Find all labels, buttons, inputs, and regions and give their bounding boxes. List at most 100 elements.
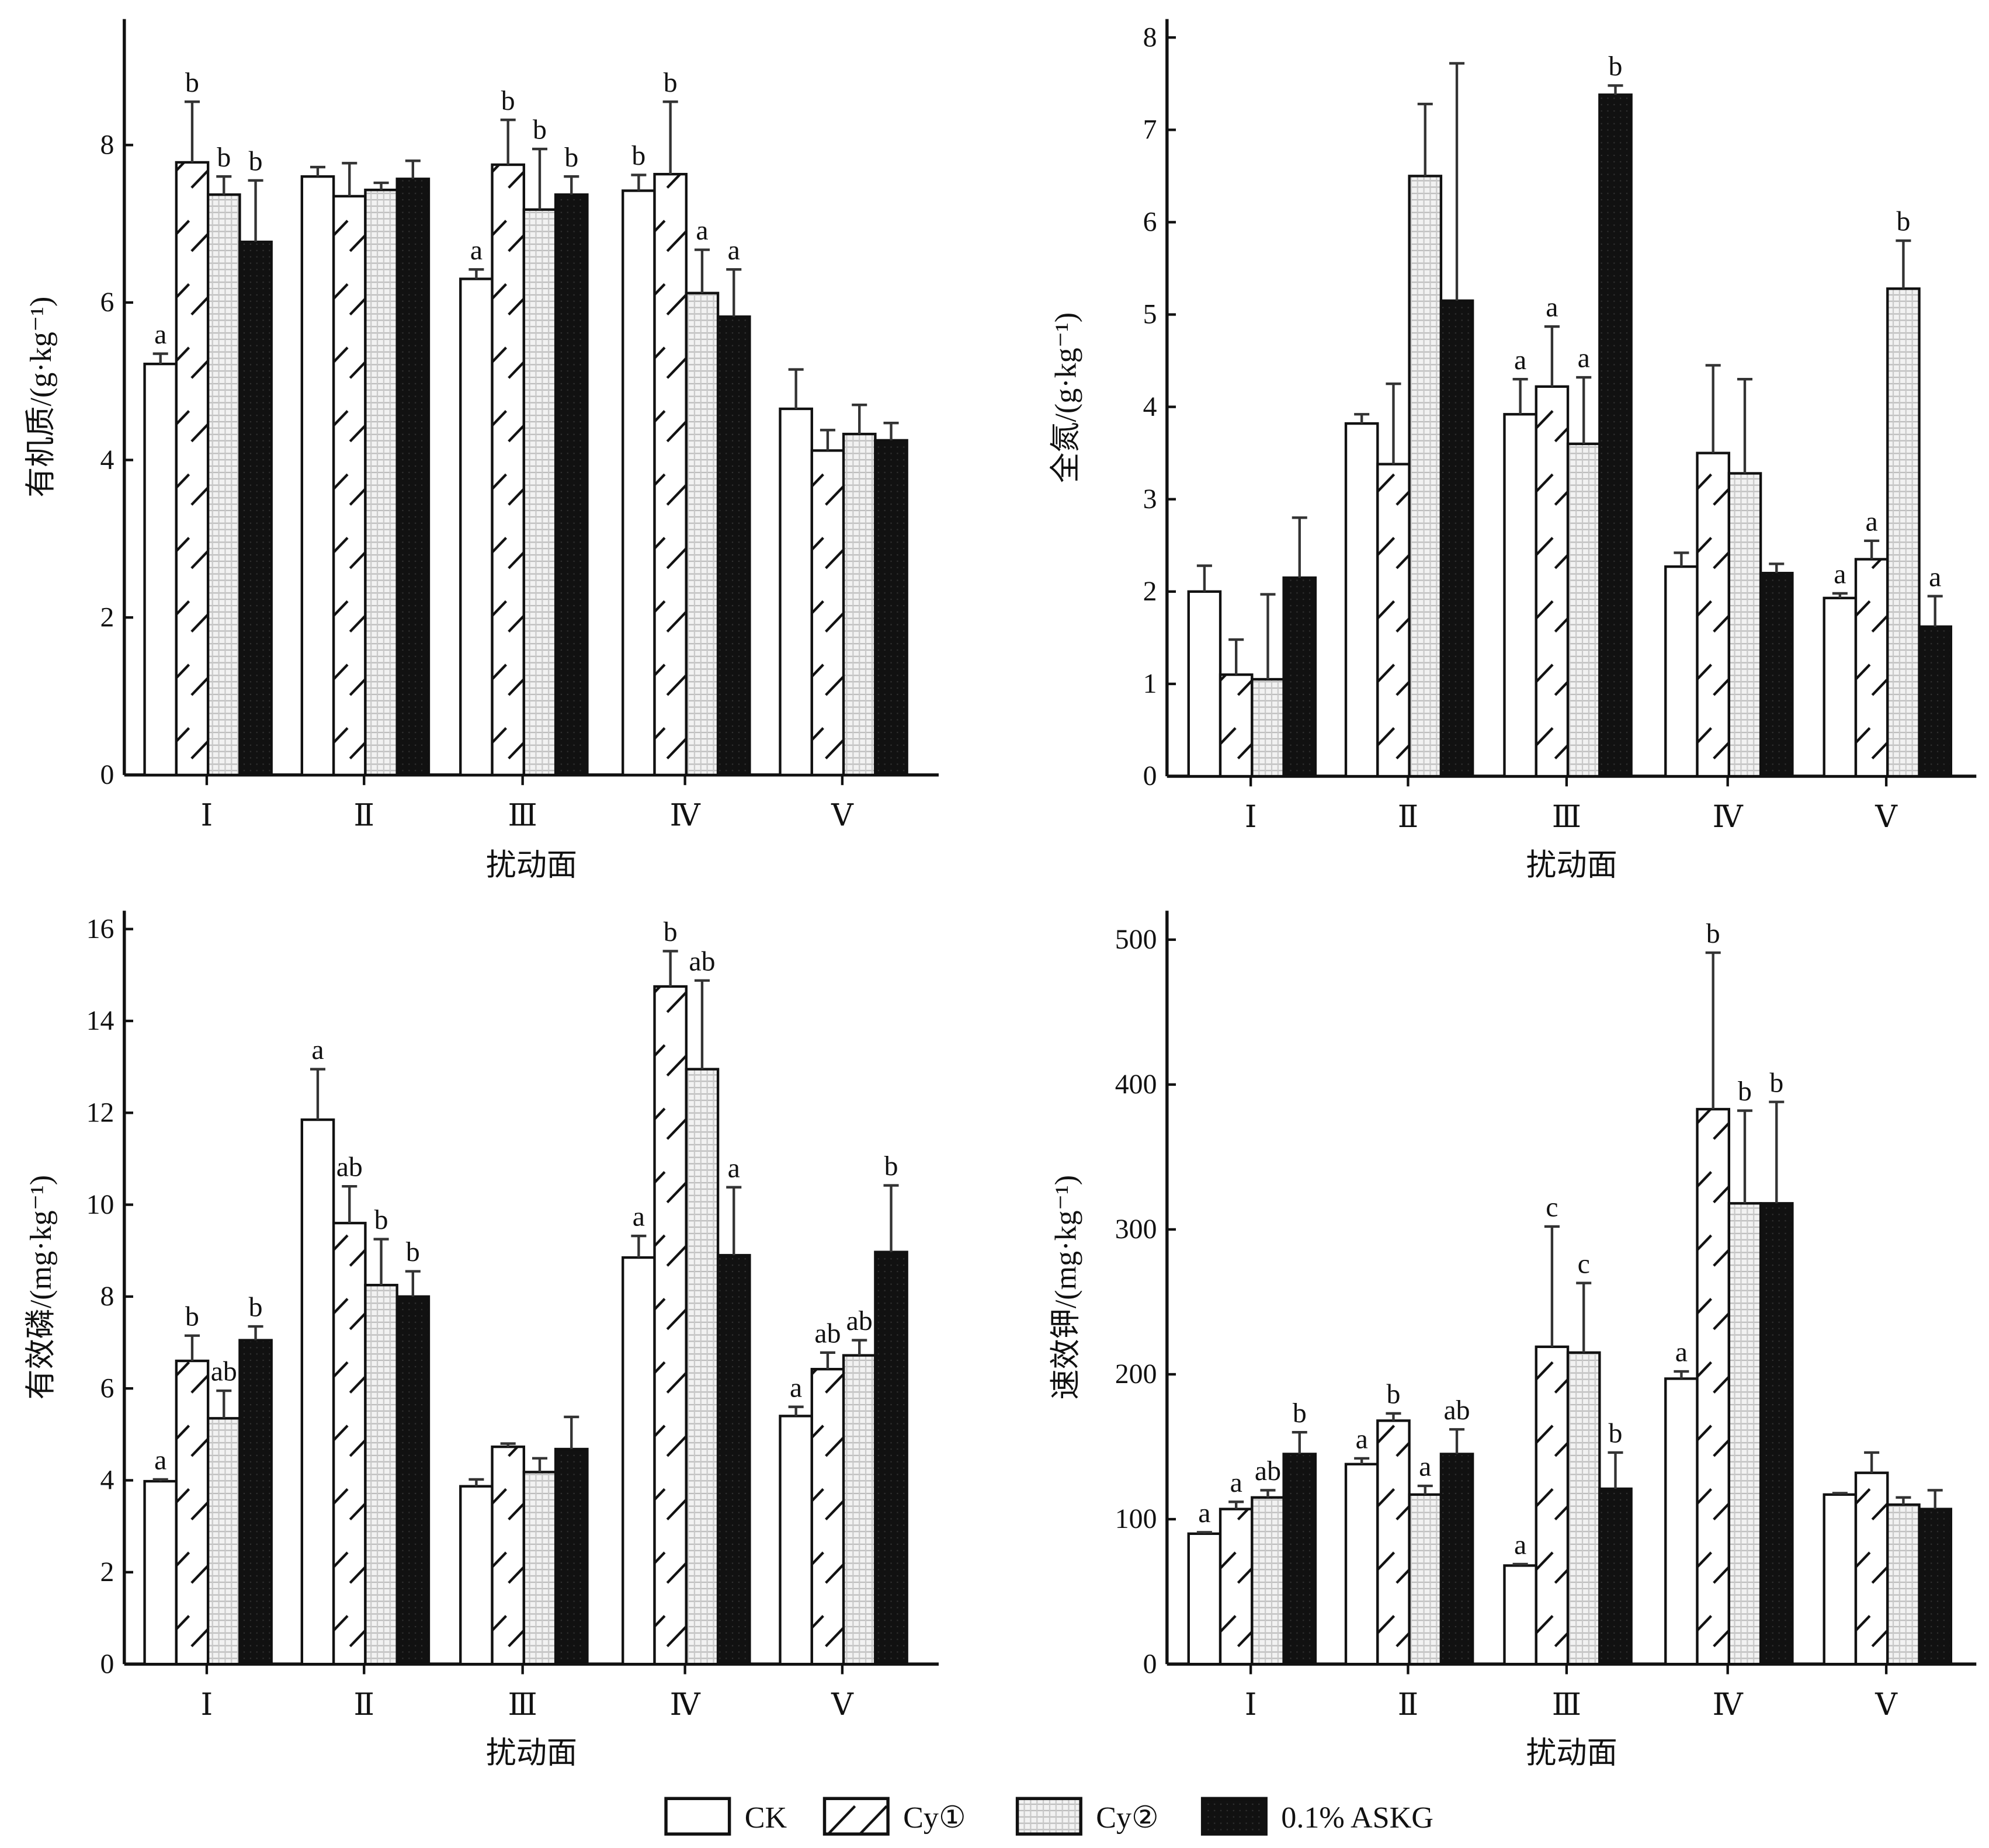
- bar: [716, 315, 751, 777]
- bar: [1759, 1202, 1794, 1666]
- significance-label: b: [406, 1236, 420, 1267]
- y-tick-label: 400: [1115, 1069, 1157, 1100]
- significance-label: a: [1514, 1530, 1526, 1561]
- bar: [238, 1339, 273, 1666]
- bar: [1282, 1453, 1317, 1666]
- significance-label: b: [664, 916, 678, 947]
- bar: [1408, 175, 1443, 778]
- x-axis-label: 扰动面: [1526, 849, 1617, 882]
- x-tick-label: Ⅱ: [354, 800, 374, 833]
- significance-label: a: [1546, 292, 1558, 323]
- y-tick-label: 6: [100, 1373, 114, 1404]
- significance-label: a: [633, 1201, 645, 1232]
- bar: [395, 1295, 431, 1666]
- bar: [1823, 1493, 1858, 1666]
- y-tick-label: 4: [1143, 391, 1157, 422]
- y-tick-label: 8: [100, 1281, 114, 1312]
- significance-label: b: [1609, 1418, 1623, 1449]
- y-tick-label: 500: [1115, 924, 1157, 955]
- bar: [332, 1221, 367, 1666]
- y-tick-label: 4: [100, 444, 114, 475]
- bar: [300, 1118, 335, 1666]
- y-axis-label: 速效钾/(mg·kg⁻¹): [1049, 1175, 1082, 1400]
- y-tick-label: 200: [1115, 1359, 1157, 1390]
- bar: [364, 188, 398, 777]
- significance-label: a: [1198, 1498, 1210, 1529]
- x-tick-label: Ⅰ: [201, 800, 213, 833]
- x-tick-label: Ⅲ: [1552, 801, 1581, 834]
- bar: [459, 277, 494, 777]
- significance-label: b: [1706, 918, 1720, 949]
- significance-label: b: [185, 1301, 199, 1332]
- x-tick-label: Ⅰ: [1245, 1689, 1257, 1722]
- y-tick-label: 1: [1143, 668, 1157, 699]
- significance-label: a: [696, 215, 708, 246]
- bar: [1535, 385, 1570, 778]
- bar: [206, 193, 241, 777]
- bar: [1598, 1487, 1633, 1666]
- legend-item: 0.1% ASKG: [1200, 1797, 1433, 1836]
- y-tick-label: 6: [1143, 207, 1157, 238]
- x-tick-label: Ⅲ: [508, 800, 537, 833]
- significance-label: a: [728, 1152, 740, 1183]
- significance-label: b: [374, 1204, 388, 1235]
- bar: [491, 1445, 526, 1666]
- significance-label: c: [1578, 1248, 1590, 1279]
- y-tick-label: 2: [100, 1557, 114, 1588]
- y-tick-label: 4: [100, 1465, 114, 1496]
- legend-swatch: [822, 1797, 890, 1836]
- bar: [143, 362, 178, 777]
- significance-label: b: [1293, 1398, 1307, 1429]
- bar: [622, 1256, 656, 1666]
- x-tick-label: Ⅰ: [1245, 801, 1257, 834]
- bar: [1854, 558, 1889, 778]
- bar: [1344, 1463, 1379, 1666]
- bar: [1439, 1453, 1474, 1666]
- x-tick-label: Ⅴ: [831, 1689, 854, 1722]
- bar: [175, 1359, 210, 1666]
- x-tick-label: Ⅲ: [508, 1689, 537, 1722]
- bar: [810, 1367, 845, 1666]
- bar: [653, 173, 688, 777]
- y-tick-label: 8: [100, 130, 114, 161]
- y-tick-label: 12: [86, 1097, 114, 1128]
- bar: [1535, 1345, 1570, 1666]
- y-tick-label: 100: [1115, 1503, 1157, 1534]
- legend-item: Cy①: [822, 1797, 966, 1836]
- significance-label: b: [1769, 1067, 1783, 1098]
- bar: [522, 208, 557, 777]
- bar: [716, 1253, 751, 1666]
- y-tick-label: 3: [1143, 484, 1157, 515]
- bar: [1251, 1496, 1285, 1666]
- significance-label: b: [217, 142, 231, 173]
- bar: [1376, 463, 1411, 778]
- y-tick-label: 7: [1143, 114, 1157, 145]
- y-tick-label: 0: [1143, 1648, 1157, 1679]
- bar: [1598, 93, 1633, 778]
- significance-label: a: [311, 1034, 324, 1065]
- legend-label: 0.1% ASKG: [1281, 1801, 1433, 1835]
- y-tick-label: 0: [100, 759, 114, 790]
- bar: [522, 1471, 557, 1666]
- significance-label: b: [564, 142, 578, 173]
- y-axis-label: 有效磷/(mg·kg⁻¹): [25, 1175, 58, 1400]
- legend-swatch: [1015, 1797, 1082, 1836]
- bar: [364, 1284, 398, 1666]
- y-tick-label: 5: [1143, 299, 1157, 330]
- bar: [685, 291, 720, 777]
- significance-label: c: [1546, 1192, 1558, 1223]
- bar: [1759, 572, 1794, 778]
- x-tick-label: Ⅴ: [1875, 1689, 1898, 1722]
- significance-label: b: [185, 67, 199, 98]
- bar: [842, 1354, 877, 1666]
- x-tick-label: Ⅲ: [1552, 1689, 1581, 1722]
- significance-label: a: [154, 319, 166, 350]
- bar: [1187, 1532, 1222, 1666]
- y-tick-label: 0: [1143, 760, 1157, 791]
- bar: [779, 407, 813, 777]
- significance-label: a: [1230, 1467, 1242, 1498]
- x-tick-label: Ⅰ: [201, 1689, 213, 1722]
